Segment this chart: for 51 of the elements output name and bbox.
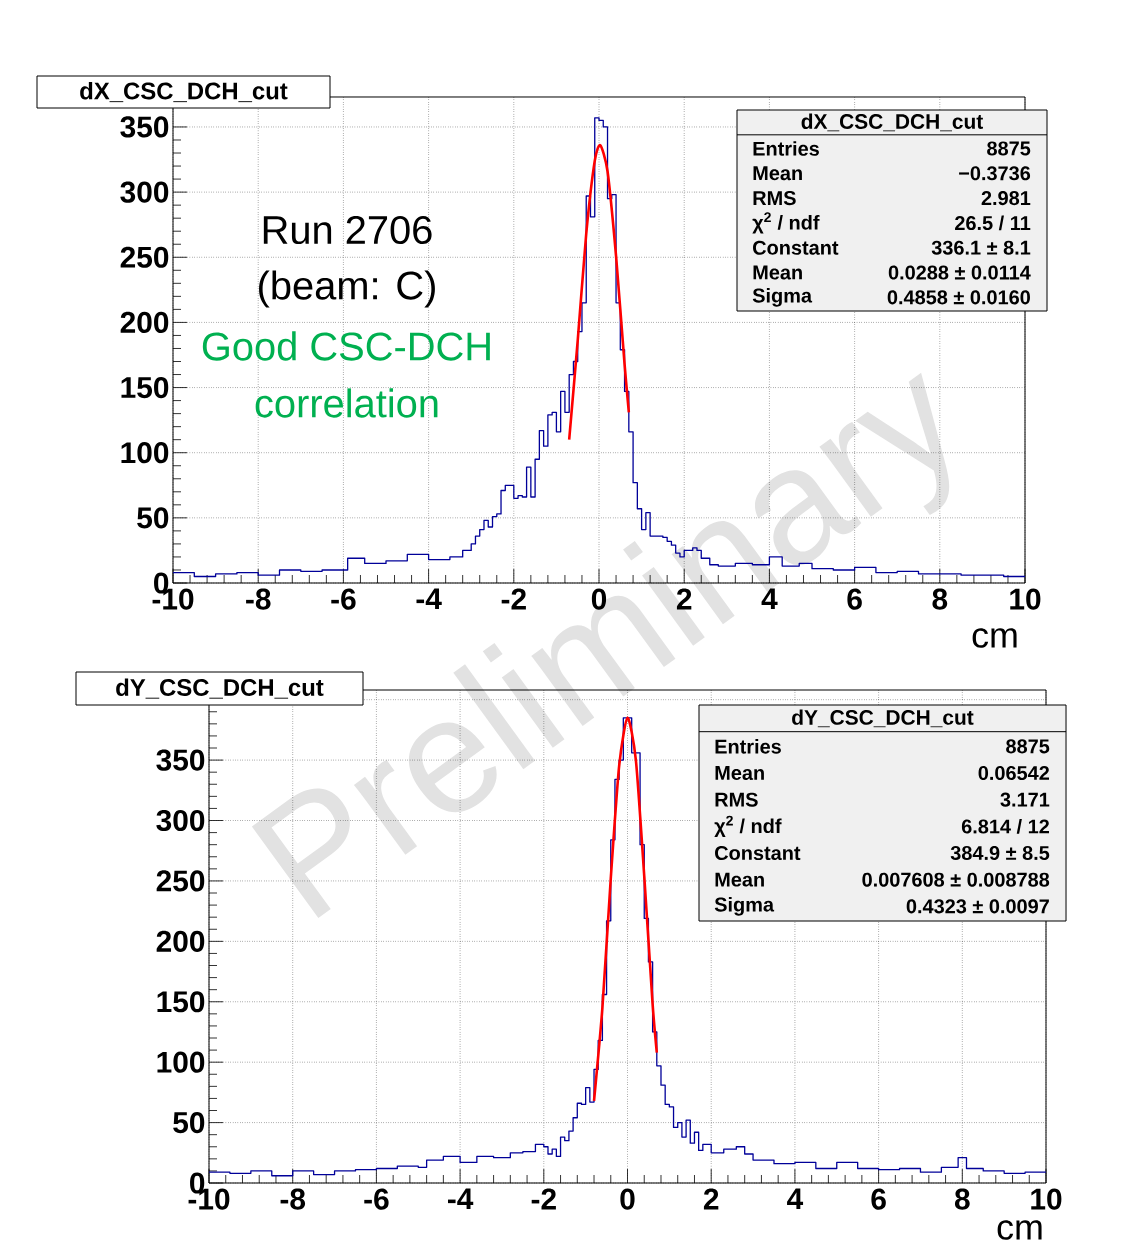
y-tick-label: 150 (157, 991, 205, 1013)
x-tick-label: 0 (620, 1188, 635, 1210)
y-tick-label: 200 (120, 311, 169, 333)
y-tick-label: 300 (156, 809, 205, 832)
annotation: Sigma (752, 288, 813, 307)
annotation: Mean (753, 166, 802, 181)
x-tick-label: -2 (531, 1188, 556, 1210)
y-tick-label: 100 (157, 1051, 205, 1073)
annotation: (beam: C) (259, 270, 435, 308)
x-tick-label: 10 (1031, 1188, 1062, 1210)
annotation: 0.0288 ± 0.0114 (888, 265, 1031, 280)
annotation: RMS (753, 191, 796, 206)
y-tick-label: 350 (156, 749, 205, 771)
annotation: 0.06542 (978, 765, 1049, 781)
annotation: Constant (753, 240, 839, 255)
annotation: Entries (753, 141, 819, 156)
annotation: 384.9 ± 8.5 (950, 845, 1050, 861)
y-tick-label: 50 (173, 1112, 205, 1134)
y-tick-label: 50 (137, 507, 169, 529)
x-tick-label: -6 (364, 1188, 389, 1210)
annotation: 2.981 (981, 191, 1031, 206)
x-tick-label: 8 (954, 1188, 970, 1210)
annotation: dX_CSC_DCH_cut (801, 113, 983, 132)
annotation: 336.1 ± 8.1 (931, 240, 1031, 255)
x-tick-label: 10 (1010, 588, 1041, 610)
y-tick-label: 250 (120, 246, 169, 268)
annotation: −0.3736 (959, 166, 1031, 181)
y-tick-label: 300 (120, 181, 169, 203)
x-tick-label: 4 (787, 1188, 804, 1210)
x-tick-label: 2 (703, 1188, 719, 1210)
y-tick-label: 350 (120, 116, 169, 138)
y-tick-label: 250 (156, 870, 205, 892)
y-tick-label: 150 (121, 376, 169, 399)
y-tick-label: 200 (156, 930, 205, 952)
annotation: Run 2706 (263, 215, 432, 245)
annotation: Good CSC-DCH (202, 331, 490, 361)
annotation: Mean (753, 265, 802, 280)
annotation: 6.814 / 12 (961, 818, 1049, 834)
annotation: χ$^{2}$ / ndf (752, 212, 820, 234)
annotation: 3.171 (1000, 792, 1050, 807)
x-tick-label: 6 (871, 1188, 886, 1210)
annotation: 8875 (1006, 739, 1050, 754)
x-tick-label: -8 (280, 1188, 306, 1210)
annotation: 0.4858 ± 0.0160 (887, 290, 1030, 305)
annotation: 8875 (987, 141, 1031, 156)
x-axis-title: cm (972, 628, 1017, 648)
x-axis-title: cm (997, 1220, 1042, 1240)
x-tick-label: -4 (447, 1188, 474, 1210)
y-tick-label: 100 (121, 442, 169, 464)
chart-title: dX_CSC_DCH_cut (80, 81, 288, 103)
annotation: 26.5 / 11 (955, 215, 1031, 231)
